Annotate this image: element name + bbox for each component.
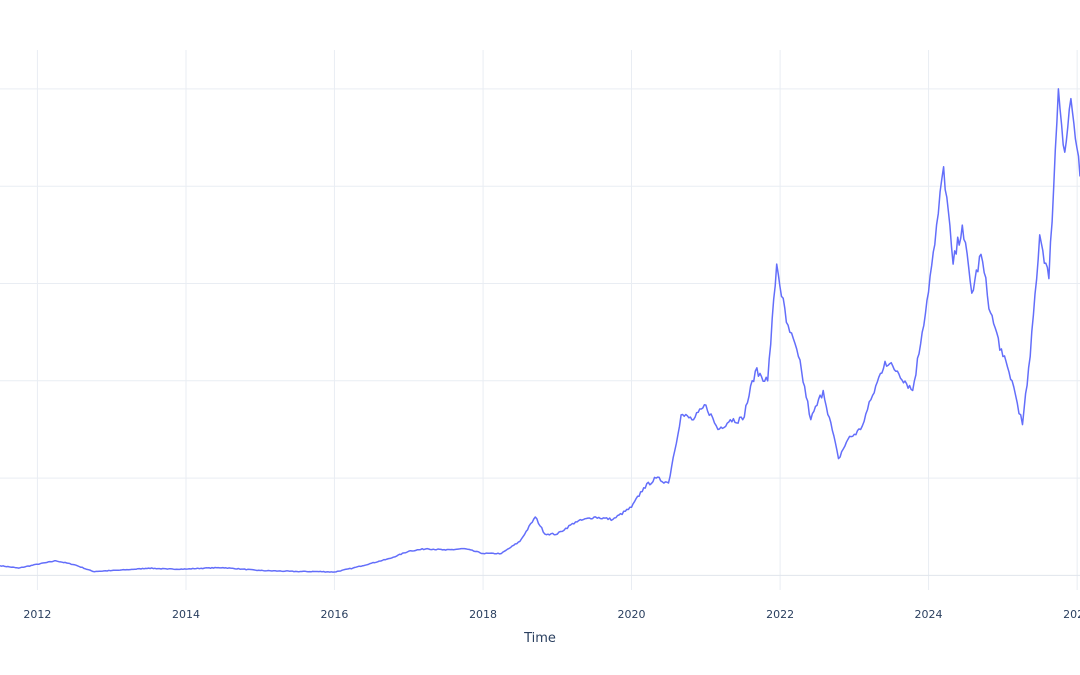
- x-tick-label: 2022: [766, 608, 794, 621]
- x-tick-labels: 2012 2014 2016 2018 2020 2022 2024 2026: [23, 608, 1080, 621]
- gridlines: [0, 50, 1080, 590]
- x-tick-label: 2014: [172, 608, 200, 621]
- x-tick-label: 2018: [469, 608, 497, 621]
- x-tick-label: 2024: [915, 608, 943, 621]
- series-layer: [0, 88, 1080, 573]
- x-tick-label: 2016: [320, 608, 348, 621]
- x-tick-label: 2020: [617, 608, 645, 621]
- x-tick-label: 2012: [23, 608, 51, 621]
- x-tick-label: 2026: [1063, 608, 1080, 621]
- series-line: [0, 88, 1080, 573]
- x-axis-title: Time: [523, 631, 556, 646]
